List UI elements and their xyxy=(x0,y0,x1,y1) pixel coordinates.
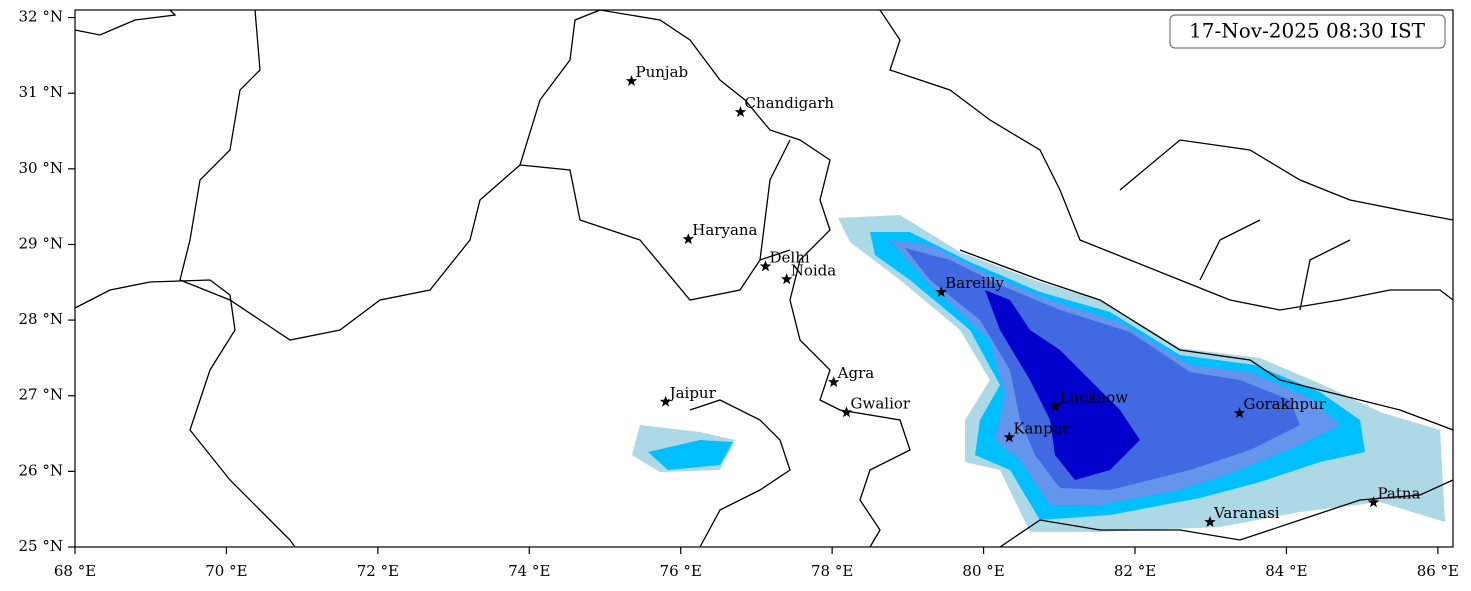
y-tick-label: 26 °N xyxy=(19,461,63,479)
city-marker xyxy=(1233,407,1246,418)
city-label: Gorakhpur xyxy=(1243,395,1326,413)
boundary xyxy=(959,249,1454,431)
map-frame xyxy=(74,9,1454,548)
city-label: Haryana xyxy=(692,221,757,239)
city-label: Gwalior xyxy=(851,394,911,412)
y-tick-label: 30 °N xyxy=(19,159,63,177)
y-tick-label: 27 °N xyxy=(19,386,63,404)
city-marker xyxy=(759,260,772,272)
boundary xyxy=(599,9,911,548)
timestamp: 17-Nov-2025 08:30 IST xyxy=(1189,19,1426,43)
x-tick-label: 82 °E xyxy=(1114,562,1156,580)
y-tick-label: 29 °N xyxy=(19,234,63,252)
city-marker xyxy=(682,233,694,244)
x-tick-label: 76 °E xyxy=(660,562,702,580)
city-label: Varanasi xyxy=(1213,504,1280,522)
boundaries xyxy=(74,9,1454,548)
city-label: Punjab xyxy=(636,63,689,81)
city-label: Bareilly xyxy=(945,274,1004,292)
city-label: Noida xyxy=(791,261,837,279)
boundary xyxy=(74,9,296,548)
rainfall xyxy=(632,215,1445,532)
boundary xyxy=(519,139,791,301)
city-marker xyxy=(659,395,672,407)
y-tick-label: 31 °N xyxy=(19,83,63,101)
y-tick-label: 25 °N xyxy=(19,537,63,555)
boundary xyxy=(879,9,1454,311)
x-tick-label: 80 °E xyxy=(962,562,1004,580)
city-label: Patna xyxy=(1378,484,1421,502)
city-marker xyxy=(781,273,793,285)
y-tick-label: 28 °N xyxy=(19,310,63,328)
x-tick-label: 78 °E xyxy=(811,562,853,580)
city-label: Kanpur xyxy=(1013,419,1070,437)
y-tick-label: 32 °N xyxy=(19,8,63,26)
city-label: Lucknow xyxy=(1060,388,1129,406)
city-marker xyxy=(828,376,840,387)
boundary xyxy=(179,9,601,341)
city-marker xyxy=(935,286,947,297)
city-label: Chandigarh xyxy=(745,94,835,112)
x-tick-label: 74 °E xyxy=(508,562,550,580)
x-tick-label: 86 °E xyxy=(1417,562,1459,580)
x-tick-label: 84 °E xyxy=(1265,562,1307,580)
city-marker xyxy=(1049,400,1062,412)
city-label: Delhi xyxy=(770,248,810,266)
boundary xyxy=(689,399,1454,548)
city-label: Agra xyxy=(837,364,875,382)
city-marker xyxy=(1003,431,1015,443)
axes: 68 °E 70 °E 72 °E 74 °E 76 °E 78 °E 80 °E 82 °E… xyxy=(19,8,1459,580)
rain-extreme xyxy=(985,290,1140,480)
timestamp-box xyxy=(1169,14,1446,49)
boundary xyxy=(1119,139,1454,311)
x-tick-label: 68 °E xyxy=(54,562,96,580)
city-marker xyxy=(1367,496,1380,508)
x-tick-label: 72 °E xyxy=(357,562,399,580)
city-marker xyxy=(734,106,747,117)
city-marker xyxy=(625,75,638,86)
city-marker xyxy=(1204,516,1216,527)
city-label: Jaipur xyxy=(668,384,717,402)
x-tick-label: 70 °E xyxy=(205,562,247,580)
city-marker xyxy=(840,406,853,418)
